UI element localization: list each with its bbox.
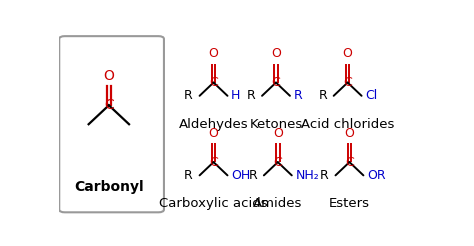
Text: Ketones: Ketones <box>249 118 302 131</box>
Text: C: C <box>104 98 114 112</box>
FancyBboxPatch shape <box>59 36 164 212</box>
Text: Aldehydes: Aldehydes <box>179 118 248 131</box>
Text: Carboxylic acids: Carboxylic acids <box>159 197 268 210</box>
Text: O: O <box>343 47 353 60</box>
Text: Acid chlorides: Acid chlorides <box>301 118 394 131</box>
Text: H: H <box>231 89 240 102</box>
Text: O: O <box>103 69 114 83</box>
Text: O: O <box>345 127 355 140</box>
Text: Esters: Esters <box>329 197 370 210</box>
Text: R: R <box>184 89 193 102</box>
Text: C: C <box>209 156 218 169</box>
Text: OH: OH <box>231 169 250 182</box>
Text: R: R <box>248 169 257 182</box>
Text: C: C <box>273 156 282 169</box>
Text: O: O <box>209 47 219 60</box>
Text: Amides: Amides <box>253 197 302 210</box>
Text: C: C <box>343 76 352 89</box>
Text: OR: OR <box>367 169 386 182</box>
Text: Cl: Cl <box>365 89 377 102</box>
Text: R: R <box>293 89 302 102</box>
Text: R: R <box>246 89 255 102</box>
Text: O: O <box>273 127 283 140</box>
Text: O: O <box>209 127 219 140</box>
Text: O: O <box>271 47 281 60</box>
Text: R: R <box>184 169 193 182</box>
Text: R: R <box>320 169 329 182</box>
Text: NH₂: NH₂ <box>295 169 319 182</box>
Text: R: R <box>319 89 327 102</box>
Text: C: C <box>345 156 354 169</box>
Text: Carbonyl: Carbonyl <box>74 180 144 194</box>
Text: C: C <box>272 76 280 89</box>
Text: C: C <box>209 76 218 89</box>
